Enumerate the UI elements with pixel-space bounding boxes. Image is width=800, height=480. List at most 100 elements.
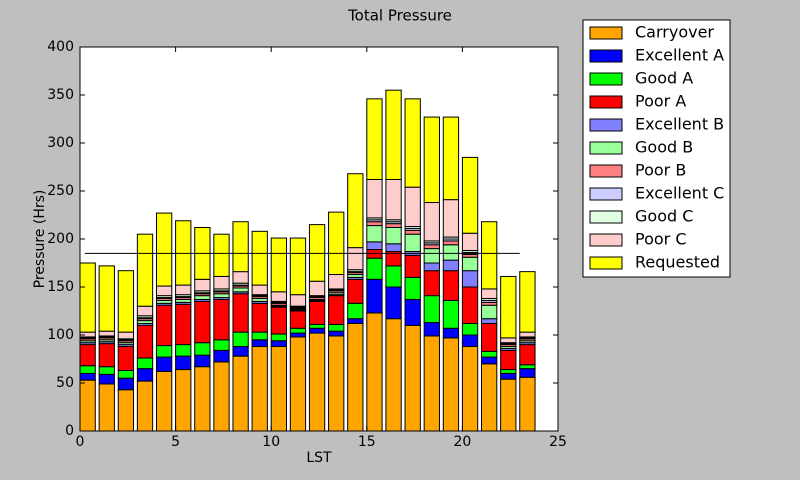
y-tick-label: 0 [65, 423, 74, 439]
y-tick-label: 200 [47, 231, 74, 247]
bar-segment [194, 295, 211, 300]
legend-swatch [589, 210, 623, 224]
bar-segment [289, 310, 307, 329]
bar-segment [347, 322, 364, 432]
bar-segment [232, 293, 249, 333]
bar-segment [251, 302, 268, 333]
legend-label: Poor C [635, 230, 687, 249]
bar-segment [194, 278, 211, 292]
bar-segment [442, 270, 460, 301]
y-tick-label: 50 [56, 375, 74, 391]
x-tick-label: 10 [262, 434, 280, 450]
bar-segment [155, 370, 173, 432]
bar-segment [461, 232, 479, 252]
bar-segment [481, 304, 498, 320]
bar-segment [175, 284, 192, 296]
bar-segment [404, 186, 421, 228]
bar-segment [423, 295, 440, 324]
bar-segment [251, 230, 268, 286]
bar-segment [308, 300, 326, 325]
bar-segment [117, 377, 135, 391]
bar-segment [136, 305, 154, 317]
bar-segment [519, 368, 536, 378]
legend-entries: Carryover Excellent A Good A Poor A Excellen… [589, 23, 724, 272]
bar-segment [213, 298, 230, 341]
bar-segment [79, 372, 96, 381]
bar-segment [251, 331, 268, 341]
bar-segment [366, 278, 383, 314]
bar-segment [251, 284, 268, 296]
x-tick-label: 20 [453, 434, 471, 450]
bar-segment [136, 357, 154, 370]
bar-segment [289, 237, 307, 296]
bar-segment [232, 221, 249, 273]
bar-segment [289, 327, 307, 334]
bar-segment [270, 237, 287, 293]
bar-segment [481, 318, 498, 324]
bar-segment [461, 270, 479, 288]
legend-label: Excellent C [635, 184, 724, 203]
bar-segment [404, 276, 421, 300]
legend-label: Carryover [635, 23, 714, 42]
bar-segment [500, 337, 517, 344]
bar-segment [500, 378, 517, 432]
axes: 0 50 100 150 200 250 300 350 400 0 5 10 15 20 25 [47, 39, 567, 450]
bar-segment [423, 262, 440, 272]
bar-segment [117, 370, 135, 379]
bar-segment [194, 300, 211, 344]
bar-segment [385, 318, 402, 432]
bar-segment [79, 344, 96, 367]
bar-segment [328, 211, 345, 276]
bar-segment [442, 240, 460, 246]
legend-swatch [589, 187, 623, 201]
bar-segment [404, 229, 421, 235]
legend-label: Good A [635, 69, 693, 88]
bar-segment [519, 344, 536, 366]
bar-segment [251, 346, 268, 432]
bar-segment [328, 335, 345, 432]
bar-segment [213, 233, 230, 277]
bar-segment [213, 275, 230, 290]
bar-segment [461, 334, 479, 348]
bar-segment [519, 271, 536, 333]
bar-segment [481, 322, 498, 352]
bar-segment [461, 322, 479, 336]
bar-segment [328, 274, 345, 290]
bar-segment [500, 372, 517, 380]
bar-segment [347, 247, 364, 271]
x-axis-label: LST [306, 450, 332, 466]
bar-segment [117, 270, 135, 333]
bar-segment [136, 380, 154, 432]
x-tick-label: 25 [549, 434, 567, 450]
legend-swatch [589, 118, 623, 132]
legend-swatch [589, 164, 623, 178]
x-tick-label: 15 [358, 434, 376, 450]
bar-segment [500, 349, 517, 371]
bar-segment [79, 365, 96, 374]
bar-segment [500, 275, 517, 339]
bar-segment [328, 295, 345, 325]
bar-segment [423, 270, 440, 297]
bar-segment [98, 265, 115, 332]
bar-segment [385, 223, 402, 228]
bar-segment [98, 373, 115, 385]
legend-label: Good B [635, 138, 693, 157]
bar-segment [442, 199, 460, 238]
bar-segment [117, 346, 135, 372]
legend-label: Excellent B [635, 115, 724, 134]
legend-label: Requested [635, 253, 720, 272]
bars [79, 89, 536, 432]
bar-segment [404, 233, 421, 252]
legend-swatch [589, 141, 623, 155]
chart-title: Total Pressure [347, 7, 452, 25]
bar-segment [328, 323, 345, 332]
bar-segment [232, 331, 249, 348]
bar-segment [98, 366, 115, 375]
legend-swatch [589, 72, 623, 86]
bar-segment [289, 332, 307, 338]
bar-segment [194, 342, 211, 356]
bar-segment [347, 173, 364, 249]
x-tick-label: 5 [171, 434, 180, 450]
bar-segment [519, 331, 536, 338]
bar-segment [213, 339, 230, 351]
